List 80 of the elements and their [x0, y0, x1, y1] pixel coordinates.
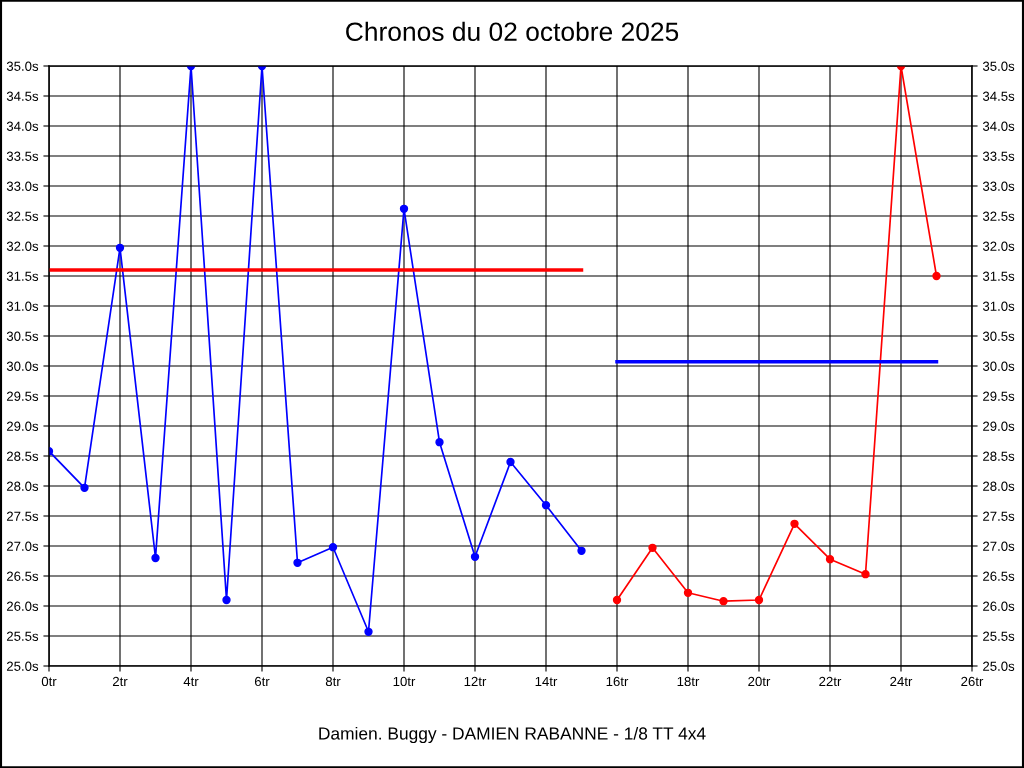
y-tick-label: 33.5s — [6, 151, 39, 161]
point — [790, 519, 799, 528]
x-tick-label: 12tr — [464, 676, 487, 687]
y-tick-label: 28.0s — [6, 481, 39, 491]
y2-tick-label: 32.0s — [982, 241, 1015, 251]
x-tick-label: 2tr — [112, 676, 128, 687]
y2-tick-label: 29.0s — [983, 421, 1015, 431]
y-tick-label: 31.5s — [6, 271, 39, 281]
x-tick-label: 6tr — [254, 676, 270, 687]
y2-tick-label: 31.5s — [982, 271, 1015, 281]
x-tick-label: 10tr — [393, 676, 416, 687]
y-tick-label: 32.0s — [6, 241, 39, 251]
y-tick-label: 35.0s — [6, 61, 39, 71]
point — [151, 553, 160, 563]
point — [861, 570, 870, 579]
y-tick-label: 32.5s — [6, 211, 39, 221]
x-tick-label: 4tr — [183, 676, 199, 687]
y-tick-label: 29.5s — [6, 391, 39, 401]
point — [470, 552, 480, 561]
x-tick-label: 22tr — [819, 676, 842, 687]
y2-tick-label: 32.5s — [982, 211, 1015, 221]
y2-tick-label: 25.0s — [983, 661, 1015, 671]
y-tick-label: 27.5s — [6, 511, 39, 521]
point — [399, 204, 409, 213]
y2-tick-label: 26.5s — [983, 571, 1015, 581]
point — [115, 243, 125, 252]
y2-tick-label: 30.5s — [982, 331, 1015, 341]
y-tick-label: 26.0s — [6, 601, 39, 611]
y2-tick-label: 35.0s — [982, 61, 1015, 71]
y2-tick-label: 33.0s — [982, 181, 1015, 191]
y-tick-label: 27.0s — [6, 541, 39, 551]
x-tick-label: 26tr — [961, 676, 984, 687]
y2-tick-label: 26.0s — [983, 601, 1015, 611]
point — [222, 595, 231, 605]
x-tick-label: 8tr — [325, 676, 341, 687]
y2-tick-label: 27.5s — [983, 511, 1015, 521]
y-tick-label: 30.0s — [6, 361, 39, 371]
point — [328, 543, 338, 552]
point — [506, 457, 515, 467]
y2-tick-label: 34.0s — [982, 121, 1015, 131]
point — [80, 483, 89, 492]
y2-tick-label: 28.5s — [983, 451, 1015, 461]
point — [293, 558, 302, 567]
y-tick-label: 30.5s — [6, 331, 39, 341]
y-tick-label: 25.5s — [6, 631, 39, 641]
y-tick-label: 28.5s — [6, 451, 39, 461]
chart-title: Chronos du 02 octobre 2025 — [346, 21, 679, 42]
point — [612, 595, 622, 605]
y-tick-label: 29.0s — [6, 421, 39, 431]
point — [648, 543, 657, 552]
x-tick-label: 20tr — [748, 676, 771, 687]
y-tick-label: 34.5s — [6, 91, 39, 101]
point — [754, 595, 764, 605]
x-tick-label: 18tr — [677, 676, 700, 687]
y2-tick-label: 29.5s — [983, 391, 1015, 401]
y2-tick-label: 33.5s — [982, 151, 1015, 161]
y2-tick-label: 34.5s — [982, 91, 1015, 101]
y2-tick-label: 27.0s — [983, 541, 1015, 551]
y2-tick-label: 30.0s — [982, 361, 1015, 371]
point — [577, 546, 586, 555]
x-tick-label: 24tr — [890, 676, 913, 687]
y-tick-label: 26.5s — [6, 571, 39, 581]
point — [364, 627, 373, 636]
y-tick-label: 33.0s — [6, 181, 39, 191]
point — [719, 597, 728, 606]
y2-tick-label: 28.0s — [983, 481, 1015, 491]
y2-tick-label: 31.0s — [982, 301, 1015, 311]
point — [825, 555, 835, 564]
y-tick-label: 25.0s — [6, 661, 39, 671]
x-tick-label: 14tr — [535, 676, 558, 687]
y2-tick-label: 25.5s — [983, 631, 1015, 641]
text: Damien. Buggy - DAMIEN RABANNE - 1/8 TT 4x4 — [319, 726, 706, 744]
y-tick-label: 31.0s — [6, 301, 39, 311]
point — [435, 438, 444, 447]
point — [932, 271, 941, 281]
point — [683, 588, 693, 597]
x-tick-label: 16tr — [606, 676, 629, 687]
point — [541, 501, 551, 510]
y-tick-label: 34.0s — [6, 121, 39, 131]
x-tick-label: 0tr — [41, 676, 57, 687]
